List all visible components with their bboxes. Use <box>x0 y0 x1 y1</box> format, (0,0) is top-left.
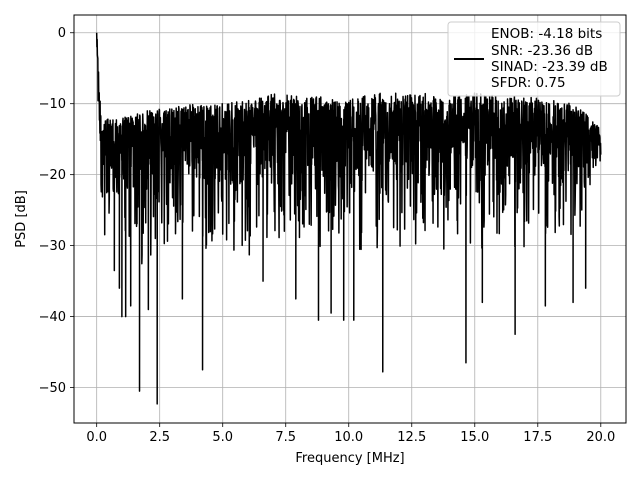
x-tick-label: 15.0 <box>460 430 489 445</box>
y-tick-label: −20 <box>39 168 66 183</box>
legend-entry-sinad: SINAD: -23.39 dB <box>491 59 608 75</box>
x-axis-ticks: 0.0 2.5 5.0 7.5 10.0 12.5 15.0 17.5 20.0 <box>86 423 615 445</box>
legend-entry-enob: ENOB: -4.18 bits <box>491 26 602 42</box>
legend-entry-snr: SNR: -23.36 dB <box>491 43 593 59</box>
x-tick-label: 2.5 <box>149 430 170 445</box>
series-layer <box>95 32 602 405</box>
psd-series-line <box>95 32 602 405</box>
legend: ENOB: -4.18 bits SNR: -23.36 dB SINAD: -… <box>447 21 621 97</box>
legend-box <box>447 21 621 97</box>
x-tick-label: 17.5 <box>523 430 552 445</box>
x-axis-label: Frequency [MHz] <box>295 451 404 466</box>
y-tick-label: −40 <box>39 310 66 325</box>
x-tick-label: 10.0 <box>334 430 363 445</box>
x-tick-label: 7.5 <box>275 430 296 445</box>
plot-frame <box>73 14 627 424</box>
x-tick-label: 12.5 <box>397 430 426 445</box>
y-axis-label: PSD [dB] <box>14 190 29 248</box>
x-tick-label: 5.0 <box>212 430 233 445</box>
y-tick-label: −50 <box>39 381 66 396</box>
y-tick-label: −30 <box>39 239 66 254</box>
x-tick-label: 20.0 <box>586 430 615 445</box>
x-tick-label: 0.0 <box>86 430 107 445</box>
legend-entry-sfdr: SFDR: 0.75 <box>491 75 566 91</box>
y-axis-ticks: 0 −10 −20 −30 −40 −50 <box>39 26 74 396</box>
y-tick-label: 0 <box>58 26 66 41</box>
y-tick-label: −10 <box>39 97 66 112</box>
